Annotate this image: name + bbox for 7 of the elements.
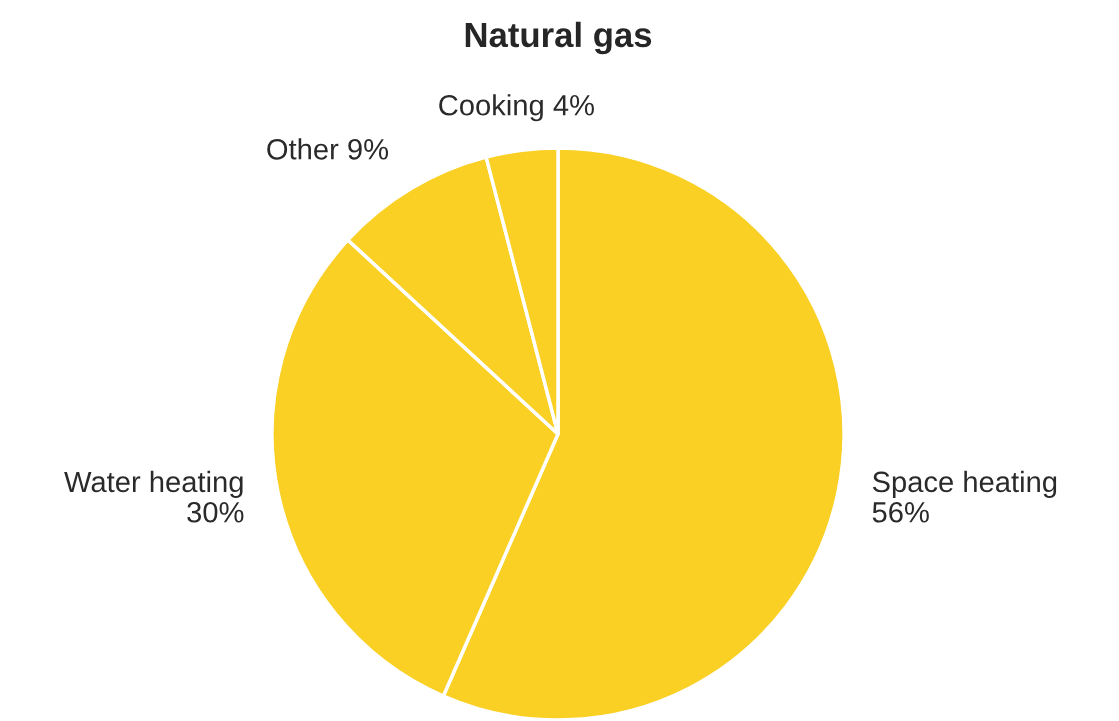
data-label: 56% (872, 501, 929, 523)
chart-title: Natural gas (465, 21, 652, 55)
slice-label: Water heating (64, 470, 243, 499)
slice-label: Cooking 4% (439, 94, 594, 122)
slice-label: Other 9% (267, 138, 389, 160)
data-label: 30% (187, 501, 244, 523)
slice-label: Space heating (872, 470, 1057, 499)
